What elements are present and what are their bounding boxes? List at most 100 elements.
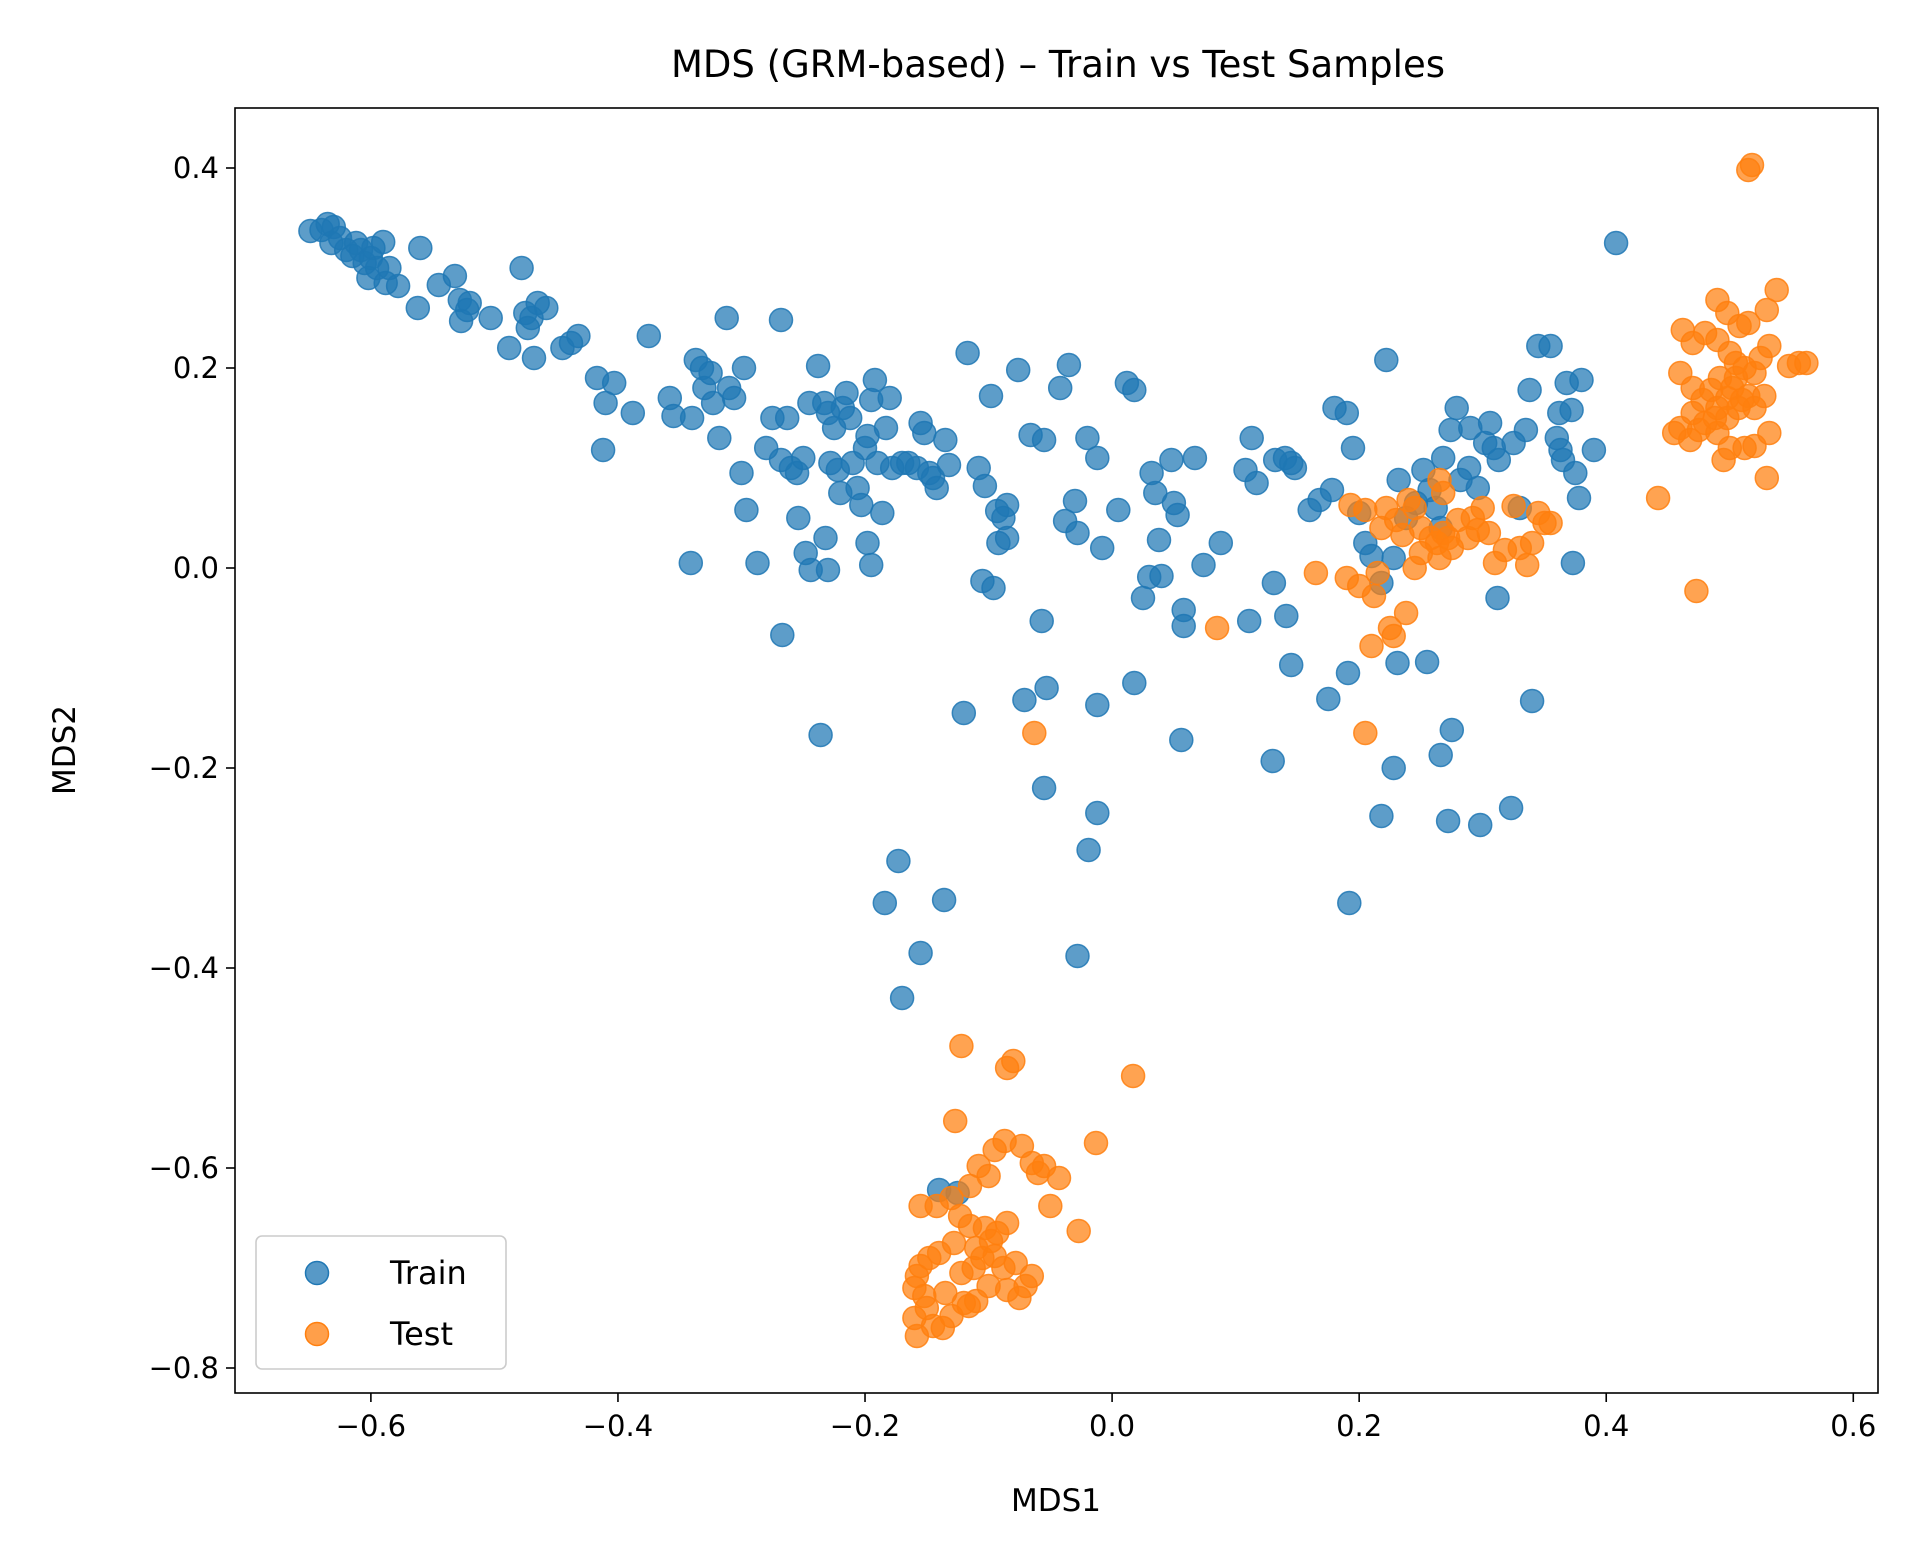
- test-point: [1661, 420, 1687, 446]
- test-point: [1501, 493, 1526, 519]
- train-point: [1465, 475, 1491, 501]
- train-point: [1340, 435, 1366, 461]
- x-tick-label: −0.4: [583, 1409, 653, 1443]
- train-point: [1171, 613, 1196, 639]
- train-point: [886, 848, 911, 874]
- train-point: [731, 355, 757, 381]
- test-point: [1726, 395, 1751, 421]
- legend-frame: [255, 1235, 507, 1370]
- train-point: [1374, 347, 1399, 373]
- train-point: [620, 400, 646, 426]
- test-point: [1736, 310, 1761, 336]
- train-point: [873, 415, 899, 441]
- train-point: [1106, 497, 1131, 523]
- train-point: [1369, 803, 1394, 829]
- train-point: [1485, 585, 1510, 611]
- y-tick-label: −0.8: [149, 1351, 219, 1385]
- train-point: [692, 375, 717, 401]
- train-point: [994, 492, 1020, 518]
- x-tick-label: 0.2: [1336, 1409, 1382, 1443]
- train-point: [862, 367, 888, 393]
- test-point: [1353, 720, 1378, 746]
- train-point: [496, 335, 522, 361]
- train-point: [1467, 812, 1493, 838]
- train-point: [986, 530, 1011, 556]
- test-point: [1046, 1165, 1072, 1191]
- x-axis: −0.6 −0.4 −0.2 0.0 0.2 0.4 0.6: [336, 1393, 1876, 1443]
- train-point: [1278, 652, 1304, 678]
- train-point: [1282, 455, 1308, 481]
- x-tick-label: −0.6: [336, 1409, 406, 1443]
- test-point: [1538, 510, 1563, 536]
- train-point: [1316, 686, 1341, 712]
- train-point: [1274, 603, 1299, 629]
- train-point: [1386, 467, 1411, 493]
- train-point: [837, 405, 863, 431]
- test-point: [1645, 485, 1671, 511]
- train-point: [1031, 427, 1057, 453]
- train-point: [1385, 650, 1410, 676]
- test-point: [1736, 157, 1761, 183]
- train-point: [1563, 460, 1588, 486]
- train-point: [707, 425, 732, 451]
- train-point: [448, 308, 474, 334]
- train-point: [478, 305, 503, 331]
- y-tick-label: −0.6: [149, 1151, 219, 1185]
- test-point: [1757, 420, 1782, 446]
- train-point: [521, 345, 547, 371]
- train-point: [515, 315, 541, 341]
- train-point: [1498, 795, 1524, 821]
- train-point: [714, 305, 739, 331]
- train-point: [1143, 480, 1168, 506]
- train-point: [1236, 608, 1262, 634]
- train-point: [1261, 570, 1287, 596]
- plot-frame: [234, 107, 1879, 1394]
- test-point: [994, 1210, 1020, 1236]
- test-point: [976, 1163, 1001, 1189]
- train-point: [1439, 717, 1465, 743]
- train-point: [931, 887, 957, 913]
- legend: Train Test: [255, 1235, 507, 1370]
- train-point: [370, 229, 396, 255]
- train-point: [1012, 687, 1037, 713]
- train-point: [1581, 437, 1607, 463]
- train-point: [1005, 357, 1031, 383]
- train-point: [912, 420, 937, 446]
- test-point: [1476, 520, 1502, 546]
- train-point: [1428, 742, 1453, 768]
- test-point: [1470, 495, 1495, 521]
- test-point: [1430, 480, 1456, 506]
- train-point: [678, 550, 704, 576]
- train-point: [813, 525, 838, 551]
- train-point: [1430, 445, 1456, 471]
- train-point: [774, 405, 800, 431]
- train-point: [636, 323, 662, 349]
- test-point: [1754, 297, 1780, 323]
- y-axis-label: MDS2: [47, 705, 83, 795]
- train-point: [924, 475, 949, 501]
- train-point: [1381, 545, 1406, 571]
- train-point: [1414, 649, 1440, 675]
- y-tick-label: 0.4: [173, 151, 219, 185]
- train-point: [1335, 660, 1361, 686]
- test-point: [1723, 365, 1749, 391]
- train-point: [1136, 564, 1162, 590]
- test-point: [1083, 1130, 1109, 1156]
- train-point: [981, 575, 1006, 601]
- train-point: [872, 890, 898, 916]
- x-tick-label: −0.2: [830, 1409, 900, 1443]
- plot-area: [298, 152, 1819, 1349]
- train-point: [1182, 445, 1208, 471]
- train-point: [1477, 410, 1503, 436]
- train-point: [1034, 675, 1059, 701]
- test-point: [1794, 350, 1819, 376]
- test-point: [1361, 583, 1387, 609]
- test-point: [1003, 1250, 1028, 1276]
- train-point: [1065, 943, 1090, 969]
- train-point: [566, 323, 591, 349]
- test-point: [956, 1293, 982, 1319]
- train-point: [972, 473, 998, 499]
- train-point: [1159, 447, 1184, 473]
- test-point: [957, 1173, 983, 1199]
